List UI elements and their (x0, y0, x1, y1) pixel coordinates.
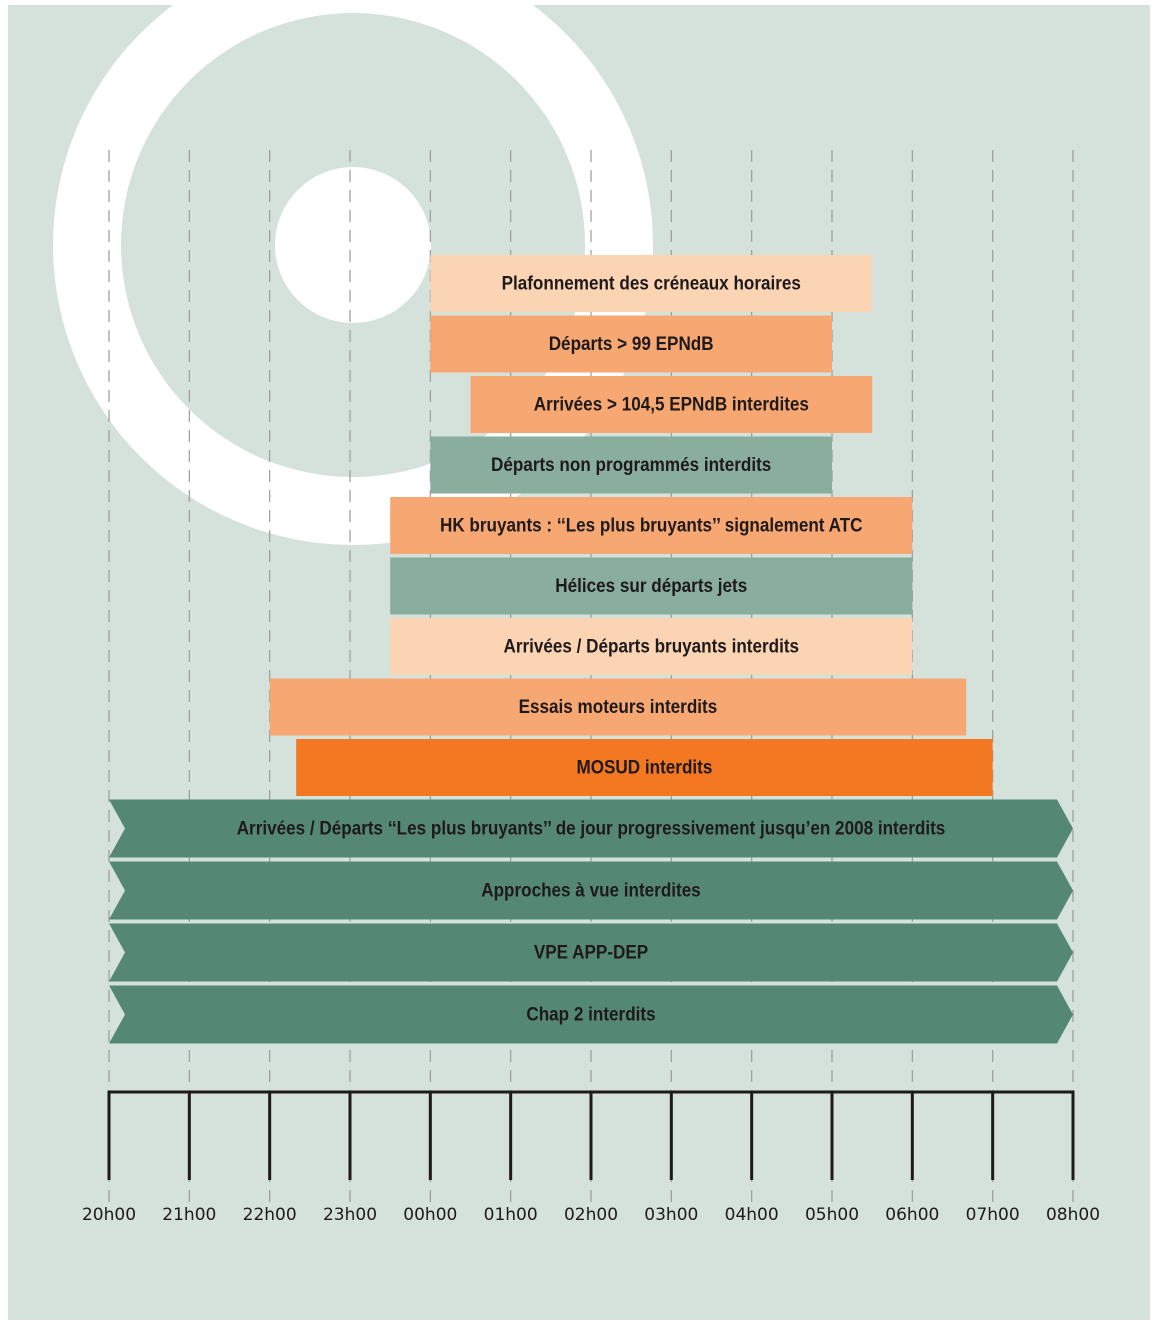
bar-label: MOSUD interdits (576, 758, 712, 779)
bar-label: Essais moteurs interdits (519, 697, 718, 718)
chart: Plafonnement des créneaux horaires Départ… (0, 0, 1157, 1328)
x-tick-label: 05h00 (805, 1205, 859, 1225)
x-tick-label: 00h00 (403, 1205, 457, 1225)
x-tick-label: 08h00 (1046, 1205, 1100, 1225)
x-tick-label: 21h00 (162, 1205, 216, 1225)
x-tick-label: 01h00 (484, 1205, 538, 1225)
x-tick-label: 02h00 (564, 1205, 618, 1225)
x-tick-label: 07h00 (966, 1205, 1020, 1225)
bar-label: Chap 2 interdits (526, 1005, 655, 1026)
bar-label: Départs non programmés interdits (491, 455, 771, 476)
bar-label: Plafonnement des créneaux horaires (502, 274, 801, 295)
x-tick-label: 23h00 (323, 1205, 377, 1225)
inner-disc (275, 167, 431, 323)
bar-label: Arrivées / Départs ‘‘Les plus bruyants’’… (237, 819, 946, 840)
x-tick-label: 22h00 (243, 1205, 297, 1225)
x-tick-label: 06h00 (885, 1205, 939, 1225)
bar-label: Arrivées / Départs bruyants interdits (503, 637, 799, 658)
x-tick-label: 03h00 (644, 1205, 698, 1225)
bar-label: Départs > 99 EPNdB (549, 334, 714, 355)
bar-label: VPE APP-DEP (534, 943, 649, 964)
bar-label: Approches à vue interdites (481, 881, 701, 902)
x-tick-label: 20h00 (82, 1205, 136, 1225)
bar-label: Arrivées > 104,5 EPNdB interdites (534, 395, 809, 416)
x-tick-label: 04h00 (725, 1205, 779, 1225)
bar-label: Hélices sur départs jets (555, 576, 747, 597)
bar-label: HK bruyants : ‘‘Les plus bruyants’’ sign… (440, 516, 863, 537)
